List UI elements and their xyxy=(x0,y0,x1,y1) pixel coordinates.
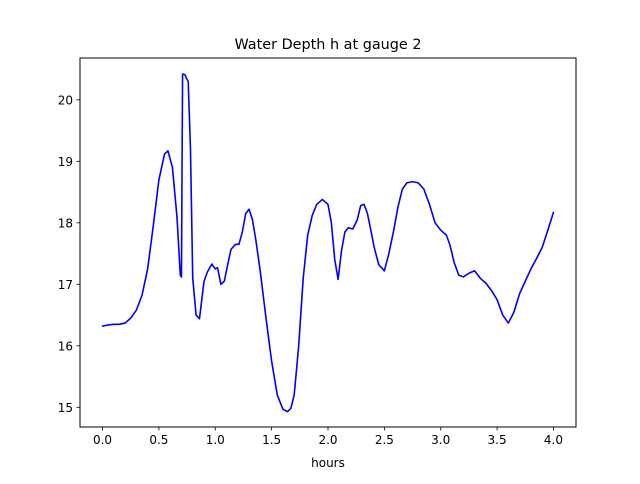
x-tick-label: 0.0 xyxy=(93,433,112,447)
plot-area-frame xyxy=(79,57,577,428)
x-tick-label: 3.0 xyxy=(431,433,450,447)
x-tick-label: 3.5 xyxy=(488,433,507,447)
x-tick-label: 1.0 xyxy=(206,433,225,447)
x-axis-label: hours xyxy=(311,456,345,470)
series-layer xyxy=(101,73,555,413)
y-tick-label: 19 xyxy=(58,155,73,169)
x-tick-label: 2.0 xyxy=(318,433,337,447)
y-tick-label: 16 xyxy=(58,339,73,353)
y-axis-ticks: 15 16 17 18 19 20 xyxy=(58,93,80,415)
x-tick-label: 2.5 xyxy=(375,433,394,447)
x-tick-label: 1.5 xyxy=(262,433,281,447)
y-tick-label: 20 xyxy=(58,93,73,107)
series-line-water-depth xyxy=(101,73,555,413)
chart-title: Water Depth h at gauge 2 xyxy=(234,37,421,53)
y-tick-label: 17 xyxy=(58,278,73,292)
y-tick-label: 18 xyxy=(58,216,73,230)
x-tick-label: 0.5 xyxy=(149,433,168,447)
x-axis-ticks: 0.0 0.5 1.0 1.5 2.0 2.5 3.0 3.5 4.0 xyxy=(93,427,563,447)
x-tick-label: 4.0 xyxy=(544,433,563,447)
y-tick-label: 15 xyxy=(58,401,73,415)
